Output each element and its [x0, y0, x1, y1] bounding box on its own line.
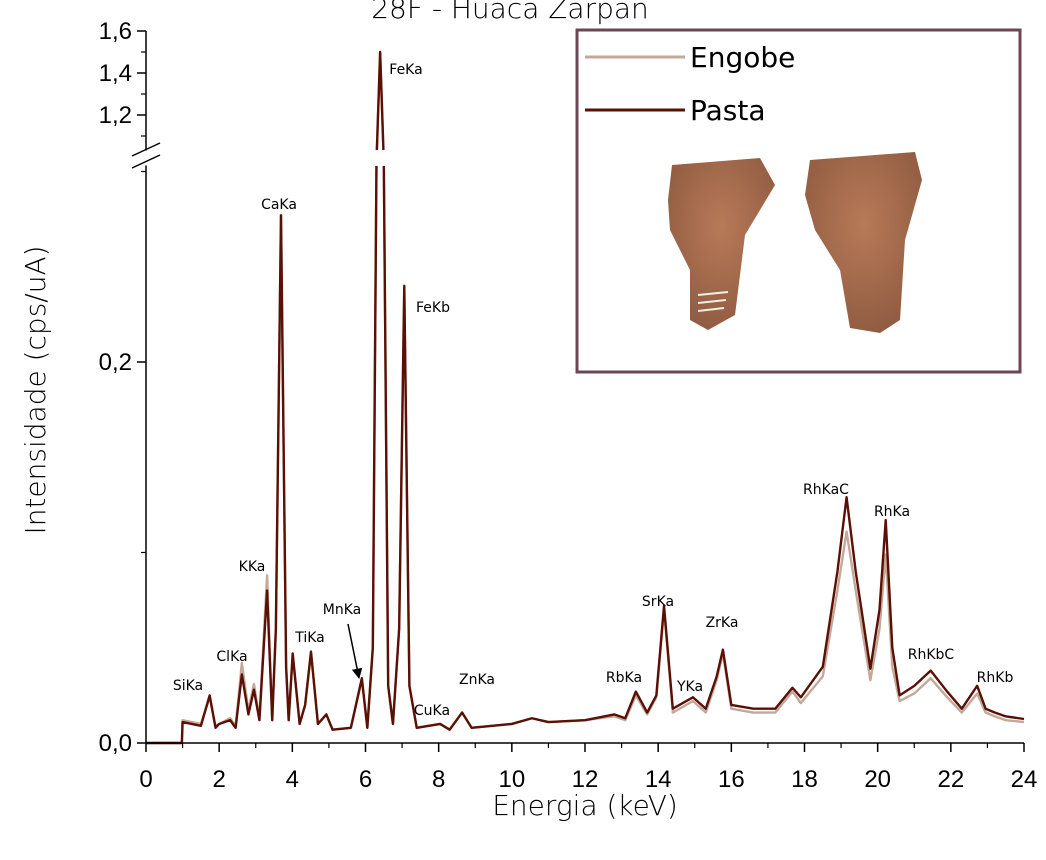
x-tick-label: 14 [645, 766, 672, 793]
y-tick-label: 0,0 [99, 730, 132, 757]
peak-label: ClKa [216, 649, 247, 665]
y-axis-title: Intensidade (cps/uA) [19, 245, 52, 534]
peak-label: FeKb [416, 300, 450, 316]
chart-title: 28F - Huaca Zarpan [371, 0, 649, 25]
x-tick-label: 0 [139, 766, 152, 793]
legend-box [575, 28, 1022, 374]
annotation-arrow [347, 623, 363, 680]
x-axis-title: Energia (keV) [492, 789, 678, 822]
x-tick-label: 24 [1011, 766, 1038, 793]
peak-label: YKa [676, 679, 703, 695]
peak-label: SrKa [642, 594, 674, 610]
x-tick-label: 10 [498, 766, 525, 793]
legend-label: Engobe [690, 41, 795, 74]
x-tick-label: 2 [212, 766, 225, 793]
y-tick-label: 1,4 [99, 60, 132, 87]
peak-label: RhKb [977, 670, 1014, 686]
peak-label: CuKa [414, 703, 450, 719]
peak-label: RhKaC [803, 482, 849, 498]
x-tick-label: 18 [791, 766, 818, 793]
peak-label: RbKa [606, 670, 642, 686]
x-tick-label: 4 [286, 766, 299, 793]
sherd-label [697, 291, 729, 312]
y-tick-label: 1,6 [99, 18, 132, 45]
peak-label: KKa [239, 559, 266, 575]
x-tick-label: 20 [864, 766, 891, 793]
peak-label: RhKbC [908, 647, 955, 663]
x-tick-label: 16 [718, 766, 745, 793]
peak-label: CaKa [261, 197, 297, 213]
peak-label: RhKa [874, 504, 910, 520]
x-tick-label: 22 [937, 766, 964, 793]
y-tick-label: 1,2 [99, 102, 132, 129]
sherd-image [668, 158, 775, 330]
peak-label: ZnKa [459, 672, 495, 688]
y-tick-label: 0,2 [99, 349, 132, 376]
peak-label: FeKa [389, 62, 422, 78]
series-line [146, 50, 1025, 745]
peak-label: MnKa [323, 602, 361, 618]
sherd-image [805, 152, 922, 333]
peak-label: ZrKa [706, 615, 739, 631]
x-tick-label: 8 [432, 766, 445, 793]
peak-label: TiKa [294, 630, 325, 646]
peak-label: SiKa [173, 678, 203, 694]
x-tick-label: 12 [572, 766, 599, 793]
x-tick-label: 6 [359, 766, 372, 793]
legend: Engobe Pasta [575, 28, 1022, 374]
legend-label: Pasta [690, 94, 766, 127]
